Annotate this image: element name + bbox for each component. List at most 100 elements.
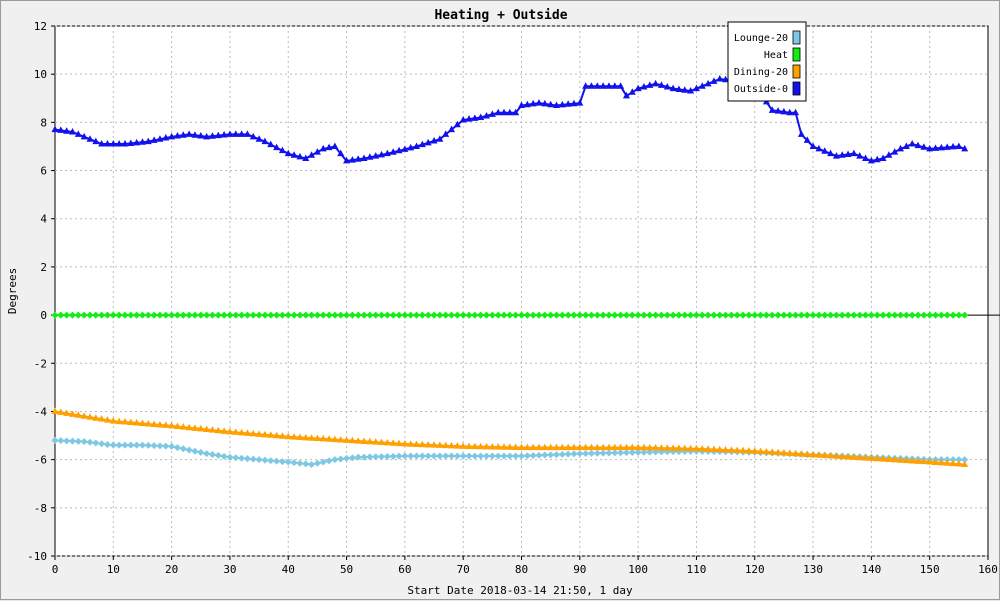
series-layer — [51, 75, 969, 468]
data-point — [687, 444, 695, 452]
data-point — [873, 454, 881, 462]
data-point — [500, 452, 508, 460]
data-point — [552, 443, 560, 451]
data-point — [98, 311, 106, 319]
data-point — [512, 443, 520, 450]
data-point — [687, 87, 695, 94]
data-point — [897, 311, 905, 319]
data-point — [278, 311, 286, 319]
data-point — [698, 445, 706, 452]
data-point — [634, 448, 642, 456]
data-point — [453, 311, 461, 319]
data-point — [63, 311, 71, 319]
data-point — [494, 452, 502, 460]
data-point — [949, 459, 957, 467]
series-heat — [51, 311, 969, 319]
data-point — [109, 441, 117, 449]
data-point — [302, 433, 310, 441]
data-point — [803, 311, 811, 319]
data-point — [529, 452, 537, 460]
data-point — [587, 449, 595, 457]
data-point — [879, 154, 887, 161]
data-point — [722, 75, 730, 83]
data-point — [722, 311, 730, 319]
data-point — [284, 432, 292, 440]
data-point — [512, 452, 520, 460]
data-point — [587, 82, 595, 89]
data-point — [599, 449, 607, 457]
data-point — [792, 449, 800, 457]
data-point — [343, 436, 351, 443]
data-point — [313, 148, 321, 155]
data-point — [512, 311, 520, 319]
data-point — [459, 442, 467, 449]
data-point — [313, 311, 321, 319]
data-point — [226, 453, 234, 461]
data-point — [436, 452, 444, 460]
data-point — [92, 137, 100, 145]
data-point — [121, 441, 129, 449]
data-point — [156, 135, 164, 142]
data-point — [716, 311, 724, 319]
data-point — [57, 408, 65, 415]
y-tick-label: -10 — [27, 550, 47, 563]
data-point — [792, 311, 800, 319]
legend-label: Lounge-20 — [734, 33, 788, 44]
data-point — [80, 132, 88, 140]
legend-swatch — [792, 81, 801, 96]
data-point — [156, 442, 164, 450]
data-point — [319, 144, 327, 152]
legend: Lounge-20 Heat Dining-20 Outside-0 — [727, 21, 807, 102]
data-point — [488, 442, 496, 450]
data-point — [197, 132, 205, 139]
data-point — [267, 457, 275, 465]
grid — [55, 25, 988, 557]
x-tick-label: 80 — [515, 563, 528, 576]
data-point — [867, 454, 875, 461]
data-point — [86, 311, 94, 319]
data-point — [856, 453, 864, 461]
data-point — [535, 443, 543, 451]
data-point — [599, 82, 607, 89]
data-point — [348, 454, 356, 462]
data-point — [576, 311, 584, 319]
data-point — [757, 447, 765, 455]
data-point — [518, 311, 525, 319]
data-point — [827, 149, 835, 157]
data-point — [716, 75, 724, 82]
data-point — [873, 155, 881, 163]
data-point — [611, 82, 619, 89]
data-point — [372, 453, 380, 461]
data-point — [762, 311, 770, 319]
data-point — [278, 146, 286, 154]
data-point — [185, 446, 193, 454]
data-point — [611, 443, 619, 451]
data-point — [652, 443, 660, 451]
data-point — [121, 140, 129, 147]
data-point — [313, 459, 321, 467]
data-point — [477, 452, 485, 460]
data-point — [360, 437, 368, 444]
data-point — [506, 452, 514, 460]
data-point — [908, 311, 916, 319]
data-point — [191, 424, 199, 431]
data-point — [68, 410, 76, 417]
data-point — [582, 443, 590, 451]
data-point — [500, 443, 508, 450]
data-point — [179, 311, 187, 319]
data-point — [208, 426, 216, 433]
data-point — [506, 311, 514, 319]
y-tick-label: 10 — [34, 68, 47, 81]
data-point — [442, 452, 450, 460]
data-point — [348, 436, 356, 444]
data-point — [424, 452, 432, 460]
x-tick-label: 40 — [282, 563, 295, 576]
data-point — [430, 441, 438, 448]
data-point — [133, 419, 141, 426]
data-point — [518, 452, 525, 460]
data-point — [197, 424, 205, 432]
data-point — [68, 128, 76, 135]
data-point — [331, 456, 339, 464]
data-point — [261, 430, 269, 438]
data-point — [92, 311, 100, 319]
